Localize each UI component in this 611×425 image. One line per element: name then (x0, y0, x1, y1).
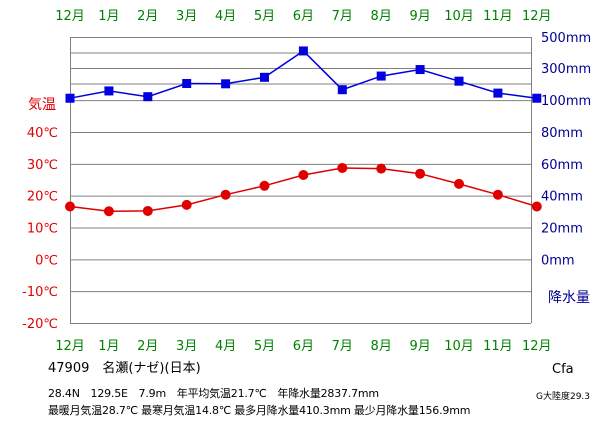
precipitation-point (337, 85, 347, 95)
month-label-top: 6月 (293, 9, 314, 24)
temperature-tick-label: 40℃ (27, 126, 58, 141)
precipitation-tick-label: 0mm (541, 253, 575, 268)
precipitation-tick-label: 80mm (541, 126, 583, 141)
temperature-point (337, 162, 348, 173)
temperature-point (181, 199, 192, 210)
temperature-point (259, 180, 270, 191)
month-label-top: 4月 (215, 9, 236, 24)
temperature-point (298, 169, 309, 180)
month-label-top: 7月 (332, 9, 353, 24)
precipitation-point (376, 71, 386, 81)
month-label-bottom: 5月 (254, 339, 275, 354)
temperature-point (65, 201, 75, 212)
month-label-top: 1月 (98, 9, 119, 24)
precipitation-point (182, 79, 192, 88)
precipitation-tick-label: 40mm (541, 190, 583, 205)
temperature-point (415, 168, 426, 179)
temperature-tick-label: -10℃ (22, 285, 58, 300)
precipitation-point (221, 79, 231, 89)
precipitation-line (69, 50, 537, 99)
station-extremes-summary: 最暖月気温28.7℃ 最寒月気温14.8℃ 最多月降水量410.3mm 最少月降… (48, 404, 471, 417)
precipitation-tick-label: 60mm (541, 158, 583, 173)
month-label-bottom: 6月 (293, 339, 314, 354)
month-label-bottom: 7月 (332, 339, 353, 354)
precipitation-axis-label: 降水量 (548, 290, 590, 306)
month-label-top: 8月 (371, 9, 392, 24)
temperature-point (142, 205, 153, 216)
month-label-top: 9月 (409, 9, 430, 24)
month-label-top: 10月 (444, 9, 474, 24)
precipitation-tick-label: 100mm (541, 94, 591, 109)
station-location-summary: 28.4N 129.5E 7.9m 年平均気温21.7℃ 年降水量2837.7m… (48, 387, 379, 400)
precipitation-point (454, 76, 464, 86)
chart-axes: 12月 12月 1月 1月 2月 2月 3月 3月 4月 4月 5月 5月 6月 6月 7月 7月 8月 8月 9月… (22, 9, 591, 354)
continentality-index: G大陸度29.3 (536, 392, 591, 402)
month-label-top: 12月 (55, 9, 85, 24)
month-label-bottom: 9月 (409, 339, 430, 354)
month-label-bottom: 4月 (215, 339, 236, 354)
month-label-top: 2月 (137, 9, 158, 24)
precipitation-point (104, 86, 114, 96)
month-label-top: 12月 (522, 9, 552, 24)
month-label-top: 11月 (483, 9, 513, 24)
precipitation-tick-label: 20mm (541, 222, 583, 237)
month-label-bottom: 8月 (371, 339, 392, 354)
month-label-bottom: 12月 (522, 339, 552, 354)
temperature-tick-label: 10℃ (27, 222, 58, 237)
temperature-tick-label: 30℃ (27, 158, 58, 173)
temperature-point (531, 201, 542, 212)
temperature-tick-label: 20℃ (27, 190, 58, 205)
month-label-bottom: 1月 (98, 339, 119, 354)
temperature-point (220, 189, 231, 200)
station-name: 47909 名瀬(ナゼ)(日本) (48, 361, 201, 376)
precipitation-point (532, 93, 542, 103)
temperature-point (454, 178, 464, 189)
month-label-bottom: 10月 (444, 339, 474, 354)
month-label-bottom: 11月 (483, 339, 513, 354)
chart-series (65, 46, 542, 217)
month-label-bottom: 3月 (176, 339, 197, 354)
precipitation-point (415, 65, 425, 75)
month-label-bottom: 12月 (55, 339, 85, 354)
temperature-point (492, 189, 503, 200)
month-label-top: 3月 (176, 9, 197, 24)
temperature-point (103, 206, 114, 217)
precipitation-tick-label: 500mm (541, 31, 591, 46)
precipitation-point (260, 72, 269, 82)
precipitation-point (493, 88, 503, 98)
precipitation-point (143, 92, 153, 102)
precipitation-tick-label: 300mm (541, 62, 591, 77)
temperature-point (376, 163, 387, 174)
koppen-classification: Cfa (552, 362, 574, 377)
precipitation-point (65, 93, 75, 103)
month-label-bottom: 2月 (137, 339, 158, 354)
month-label-top: 5月 (254, 9, 275, 24)
temperature-tick-label: -20℃ (22, 317, 58, 332)
temperature-tick-label: 0℃ (35, 253, 58, 268)
precipitation-point (298, 46, 308, 56)
temperature-axis-label: 気温 (28, 97, 56, 113)
